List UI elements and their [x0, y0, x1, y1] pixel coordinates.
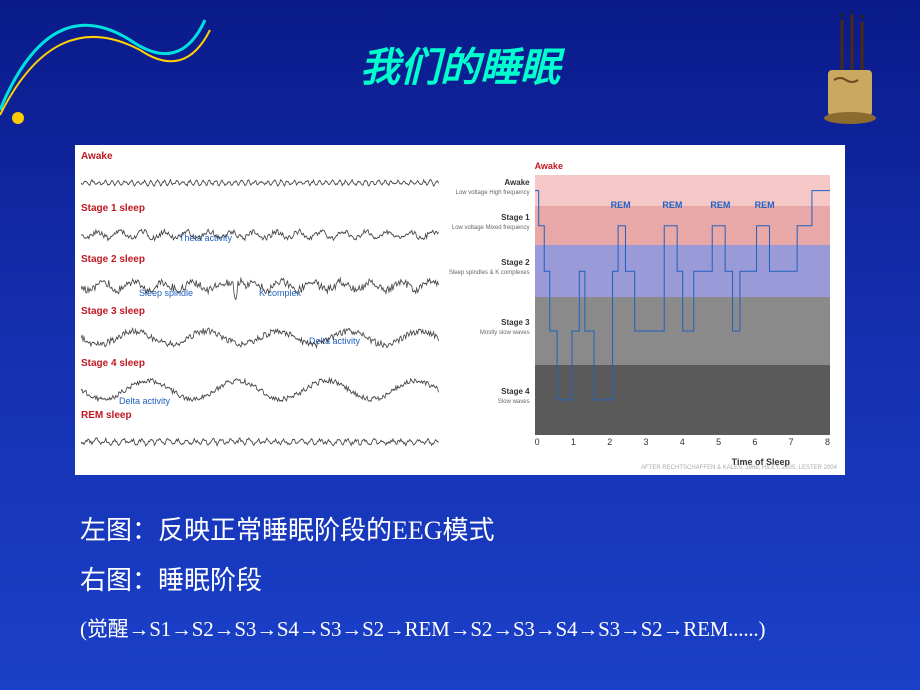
- hypno-stage-label: Stage 3Mostly slow waves: [445, 318, 530, 336]
- rem-marker: REM: [662, 200, 682, 210]
- caption-left: 左图：反映正常睡眠阶段的EEG模式: [80, 510, 495, 547]
- hypno-stage-label: Stage 4Slow waves: [445, 387, 530, 405]
- eeg-row: Stage 4 sleepDelta activity: [79, 358, 441, 410]
- hypno-stage-label: Stage 1Low voltage Mixed frequency: [445, 213, 530, 231]
- chart-panel: Awake Stage 1 sleepTheta activityStage 2 …: [75, 145, 845, 475]
- rem-marker: REM: [611, 200, 631, 210]
- hypno-stage-label: Stage 2Sleep spindles & K complexes: [445, 258, 530, 276]
- rem-marker: REM: [710, 200, 730, 210]
- eeg-stage-label: Stage 4 sleep: [81, 358, 145, 369]
- decorative-arc: [0, 0, 220, 130]
- eeg-stage-label: REM sleep: [81, 410, 132, 421]
- page-title: 我们的睡眠: [360, 35, 560, 93]
- hypno-xaxis: 012345678: [535, 437, 830, 453]
- eeg-stage-label: Stage 3 sleep: [81, 306, 145, 317]
- brush-holder-icon: [810, 10, 890, 130]
- eeg-row: REM sleep: [79, 410, 441, 462]
- eeg-row: Stage 1 sleepTheta activity: [79, 203, 441, 255]
- rem-marker: REM: [755, 200, 775, 210]
- hypno-step-line: [535, 175, 830, 435]
- eeg-stage-label: Awake: [81, 151, 113, 162]
- hypno-stage-label: AwakeLow voltage High frequency: [445, 178, 530, 196]
- hypno-credit: AFTER RECHTSCHAFFEN & KALES, 1968; HILEY…: [641, 465, 837, 471]
- eeg-wave: [81, 215, 439, 255]
- eeg-wave: [81, 163, 439, 203]
- eeg-wave: [81, 370, 439, 410]
- eeg-row: Awake: [79, 151, 441, 203]
- eeg-row: Stage 3 sleepDelta activity: [79, 306, 441, 358]
- eeg-wave: [81, 318, 439, 358]
- eeg-stage-label: Stage 2 sleep: [81, 254, 145, 265]
- hypno-awake-label: Awake: [535, 161, 563, 171]
- caption-right: 右图：睡眠阶段: [80, 560, 262, 597]
- eeg-row: Stage 2 sleepSleep spindleK complex: [79, 254, 441, 306]
- eeg-wave: [81, 266, 439, 306]
- eeg-wave: [81, 422, 439, 462]
- hypnogram-chart: Awake AwakeLow voltage High frequency Sta…: [445, 145, 845, 475]
- caption-sequence: (觉醒→S1→S2→S3→S4→S3→S2→REM→S2→S3→S4→S3→S2…: [80, 613, 765, 643]
- eeg-stage-label: Stage 1 sleep: [81, 203, 145, 214]
- eeg-chart: Awake Stage 1 sleepTheta activityStage 2 …: [75, 145, 445, 475]
